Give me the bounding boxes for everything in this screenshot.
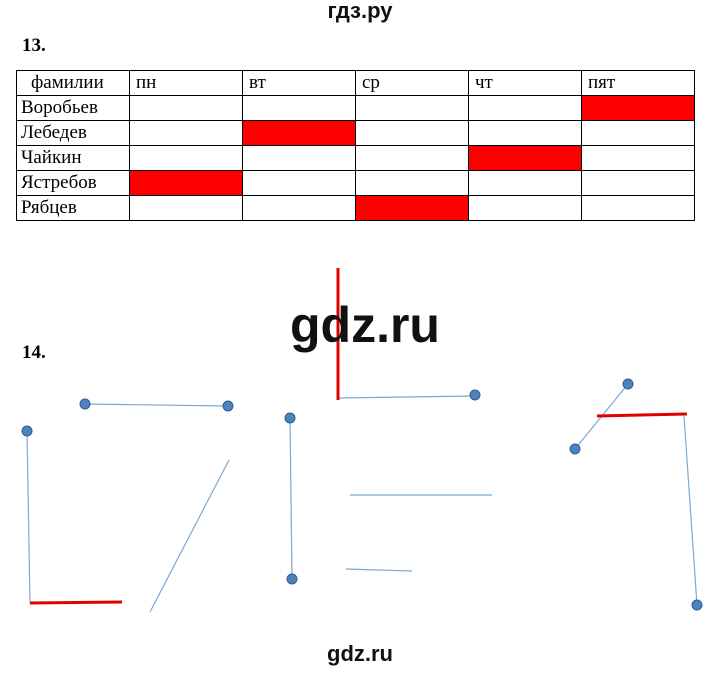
- surname: Воробьев: [16, 95, 130, 121]
- header-cell: пят: [581, 70, 695, 96]
- header-cell: ср: [355, 70, 469, 96]
- row: Лебедев: [16, 120, 695, 146]
- header-cell: фамилии: [16, 70, 130, 96]
- site-footer: gdz.ru: [327, 641, 393, 666]
- surname: Чайкин: [16, 145, 130, 171]
- surname: Лебедев: [16, 120, 130, 146]
- site-header: гдз.ру: [327, 0, 393, 23]
- header-cell: чт: [468, 70, 582, 96]
- surname: Рябцев: [16, 195, 130, 221]
- schedule-table: фамилии пн вт ср чт пят Воробьев Лебедев…: [16, 70, 695, 221]
- points: [21, 378, 703, 611]
- segments: [26, 383, 698, 613]
- marked-cell: [355, 195, 469, 221]
- watermark: gdz.ru: [290, 297, 440, 353]
- task-number: 14.: [22, 342, 46, 363]
- red-segments: [29, 268, 688, 605]
- row: Рябцев: [16, 195, 695, 221]
- header-row: фамилии пн вт ср чт пят: [16, 70, 695, 96]
- task-number: 13.: [22, 35, 46, 56]
- marked-cell: [581, 95, 695, 121]
- row: Ястребов: [16, 170, 695, 196]
- surname: Ястребов: [16, 170, 130, 196]
